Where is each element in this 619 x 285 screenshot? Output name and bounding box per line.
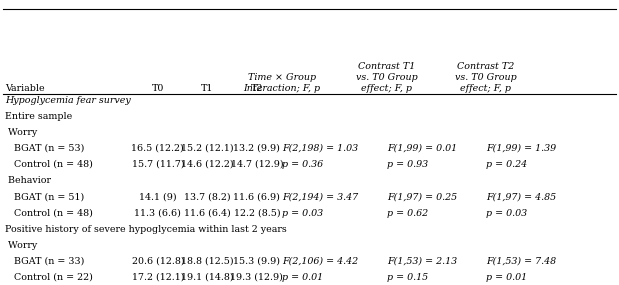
Text: p = 0.01: p = 0.01 — [282, 273, 322, 282]
Text: 11.6 (6.9): 11.6 (6.9) — [233, 192, 280, 201]
Text: Behavior: Behavior — [5, 176, 51, 186]
Text: p = 0.62: p = 0.62 — [387, 209, 428, 218]
Text: 14.7 (12.9): 14.7 (12.9) — [230, 160, 284, 169]
Text: F(1,97) = 0.25: F(1,97) = 0.25 — [387, 192, 457, 201]
Text: 17.2 (12.1): 17.2 (12.1) — [132, 273, 184, 282]
Text: T0: T0 — [152, 84, 164, 93]
Text: 20.6 (12.8): 20.6 (12.8) — [131, 256, 184, 266]
Text: Positive history of severe hypoglycemia within last 2 years: Positive history of severe hypoglycemia … — [5, 225, 287, 234]
Text: Entire sample: Entire sample — [5, 112, 72, 121]
Text: Worry: Worry — [5, 241, 37, 250]
Text: BGAT (n = 51): BGAT (n = 51) — [5, 192, 84, 201]
Text: Control (n = 48): Control (n = 48) — [5, 160, 93, 169]
Text: F(1,53) = 7.48: F(1,53) = 7.48 — [486, 256, 556, 266]
Text: Contrast T1
vs. T0 Group
effect; F, p: Contrast T1 vs. T0 Group effect; F, p — [356, 62, 418, 93]
Text: 13.2 (9.9): 13.2 (9.9) — [233, 143, 280, 152]
Text: F(2,194) = 3.47: F(2,194) = 3.47 — [282, 192, 358, 201]
Text: p = 0.93: p = 0.93 — [387, 160, 428, 169]
Text: Control (n = 22): Control (n = 22) — [5, 273, 93, 282]
Text: BGAT (n = 33): BGAT (n = 33) — [5, 256, 84, 266]
Text: Hypoglycemia fear survey: Hypoglycemia fear survey — [5, 96, 131, 105]
Text: T2: T2 — [251, 84, 263, 93]
Text: 14.1 (9): 14.1 (9) — [139, 192, 176, 201]
Text: F(2,198) = 1.03: F(2,198) = 1.03 — [282, 143, 358, 152]
Text: 13.7 (8.2): 13.7 (8.2) — [184, 192, 231, 201]
Text: p = 0.03: p = 0.03 — [282, 209, 322, 218]
Text: Variable: Variable — [5, 84, 45, 93]
Text: p = 0.03: p = 0.03 — [486, 209, 527, 218]
Text: p = 0.24: p = 0.24 — [486, 160, 527, 169]
Text: F(2,106) = 4.42: F(2,106) = 4.42 — [282, 256, 358, 266]
Text: 18.8 (12.5): 18.8 (12.5) — [181, 256, 234, 266]
Text: p = 0.15: p = 0.15 — [387, 273, 428, 282]
Text: 15.7 (11.7): 15.7 (11.7) — [131, 160, 184, 169]
Text: 14.6 (12.2): 14.6 (12.2) — [181, 160, 234, 169]
Text: F(1,99) = 1.39: F(1,99) = 1.39 — [486, 143, 556, 152]
Text: 12.2 (8.5): 12.2 (8.5) — [233, 209, 280, 218]
Text: F(1,99) = 0.01: F(1,99) = 0.01 — [387, 143, 457, 152]
Text: F(1,97) = 4.85: F(1,97) = 4.85 — [486, 192, 556, 201]
Text: 11.6 (6.4): 11.6 (6.4) — [184, 209, 231, 218]
Text: 19.3 (12.9): 19.3 (12.9) — [230, 273, 284, 282]
Text: p = 0.01: p = 0.01 — [486, 273, 527, 282]
Text: 16.5 (12.2): 16.5 (12.2) — [131, 143, 184, 152]
Text: 19.1 (14.8): 19.1 (14.8) — [181, 273, 234, 282]
Text: T1: T1 — [201, 84, 214, 93]
Text: Contrast T2
vs. T0 Group
effect; F, p: Contrast T2 vs. T0 Group effect; F, p — [455, 62, 517, 93]
Text: Time × Group
Interaction; F, p: Time × Group Interaction; F, p — [243, 73, 320, 93]
Text: p = 0.36: p = 0.36 — [282, 160, 322, 169]
Text: Control (n = 48): Control (n = 48) — [5, 209, 93, 218]
Text: 15.3 (9.9): 15.3 (9.9) — [233, 256, 280, 266]
Text: 15.2 (12.1): 15.2 (12.1) — [181, 143, 234, 152]
Text: BGAT (n = 53): BGAT (n = 53) — [5, 143, 84, 152]
Text: 11.3 (6.6): 11.3 (6.6) — [134, 209, 181, 218]
Text: F(1,53) = 2.13: F(1,53) = 2.13 — [387, 256, 457, 266]
Text: Worry: Worry — [5, 128, 37, 137]
